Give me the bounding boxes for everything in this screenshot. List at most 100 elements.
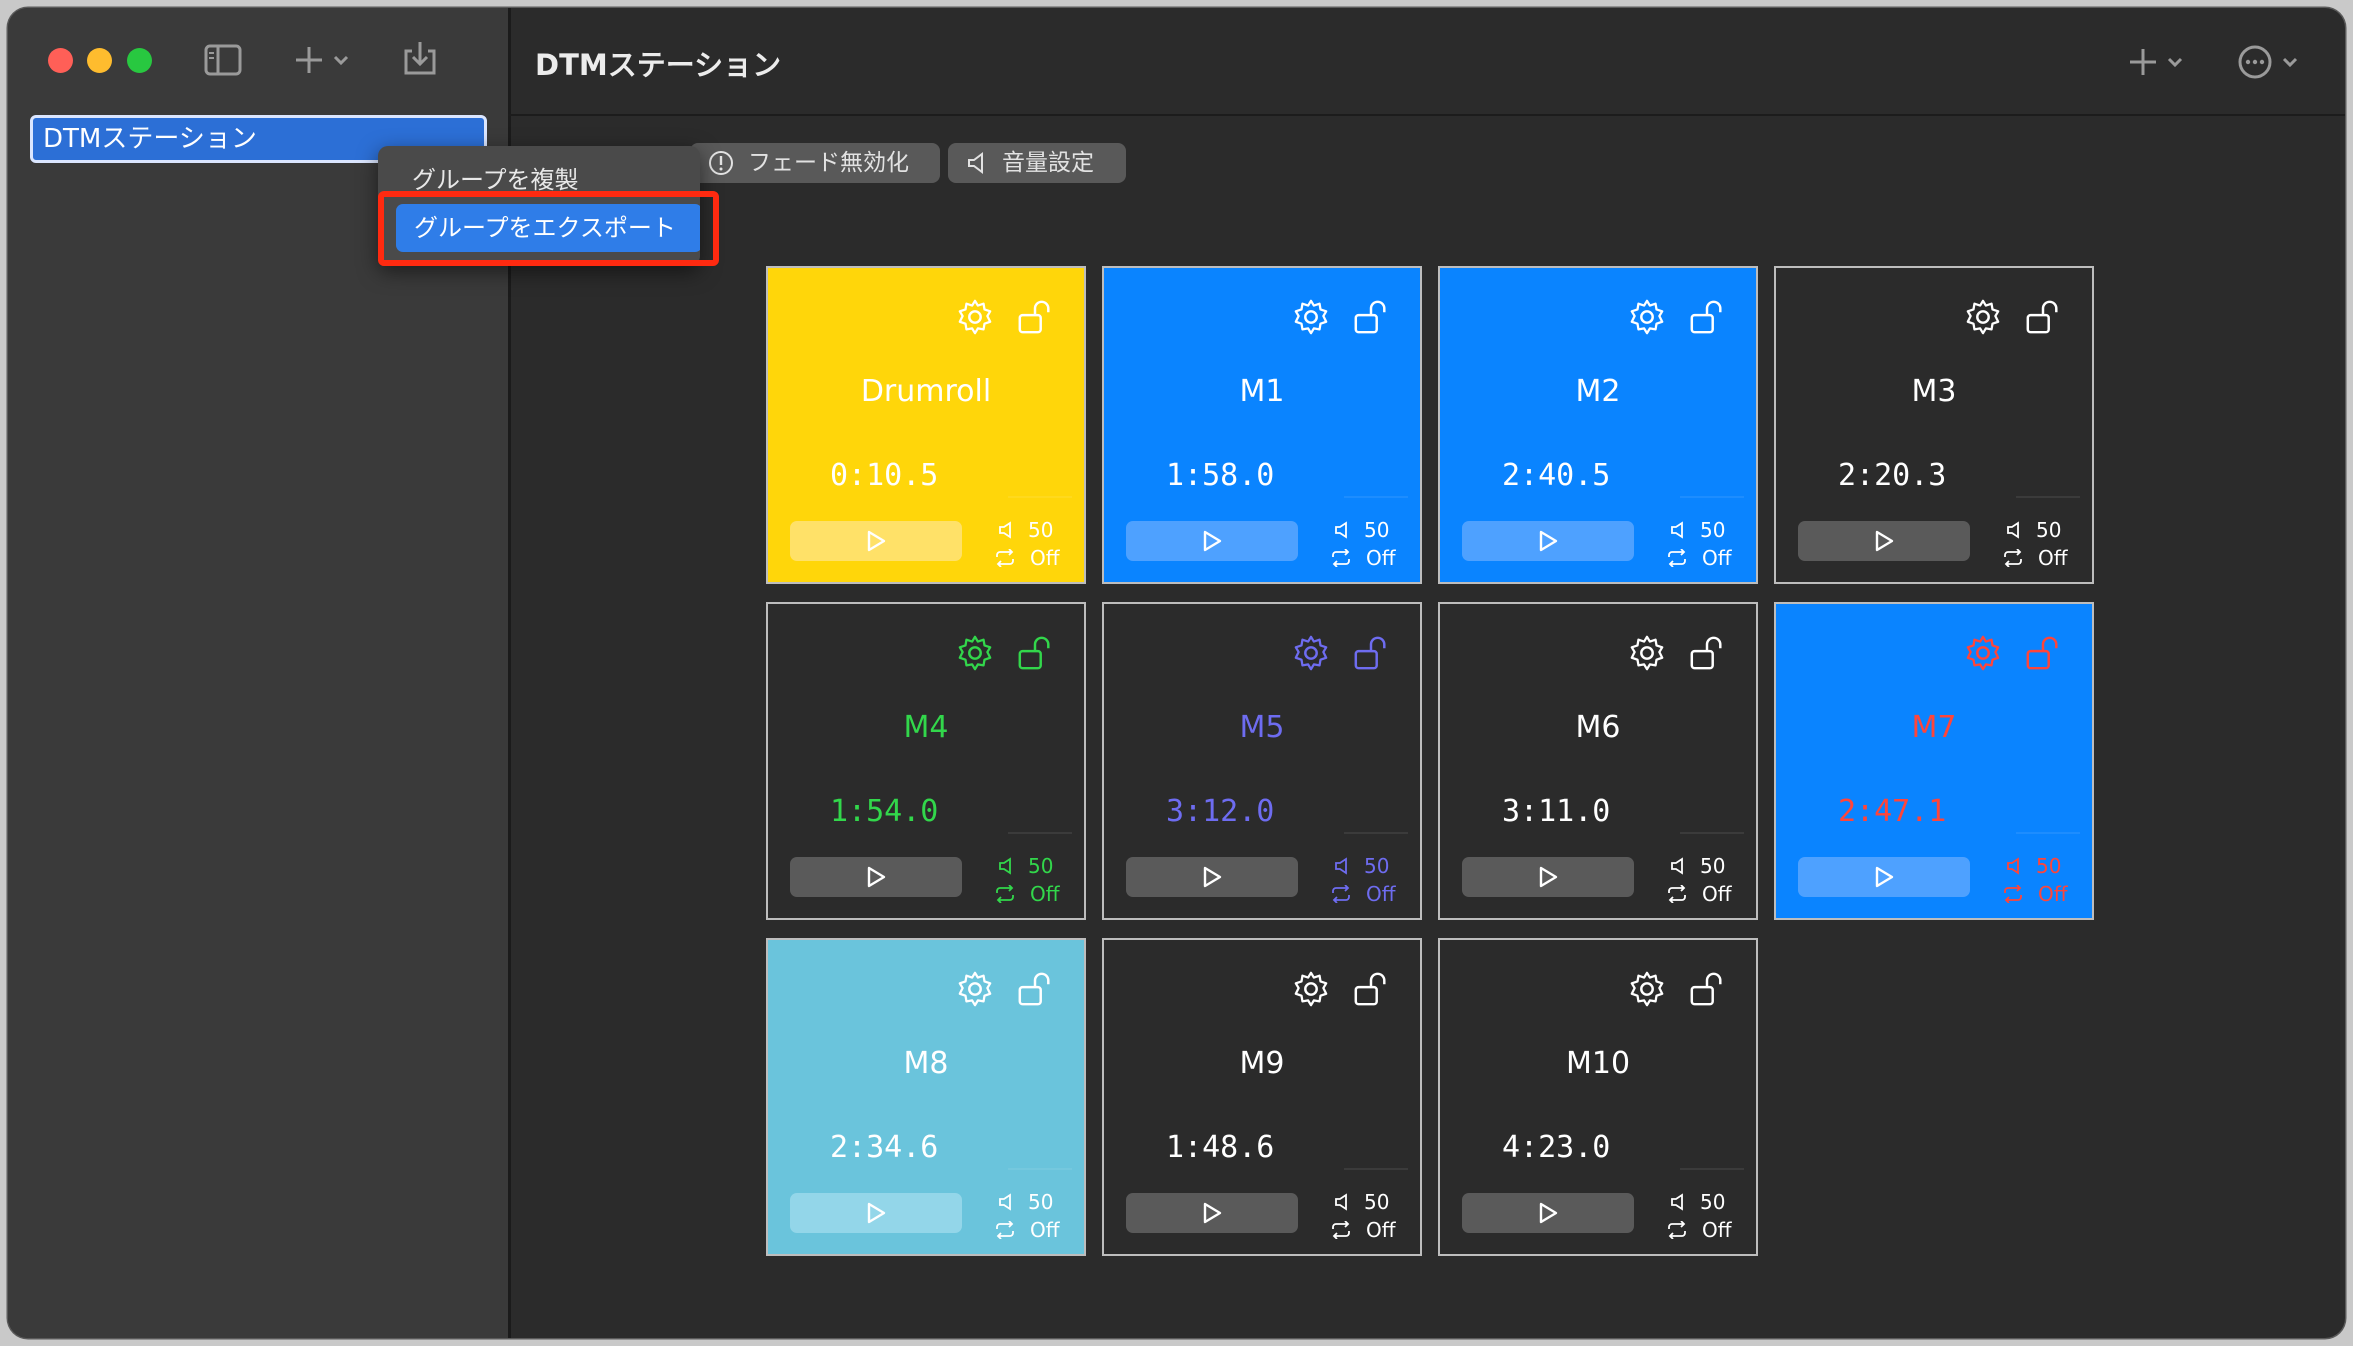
- divider: [2016, 496, 2080, 498]
- fade-disable-button[interactable]: フェード無効化: [690, 143, 940, 183]
- track-card-m2[interactable]: M2 2:40.5 50 Off: [1438, 266, 1758, 584]
- gear-icon[interactable]: [1628, 298, 1666, 336]
- play-button[interactable]: [1462, 1193, 1634, 1233]
- play-icon: [1539, 866, 1558, 888]
- speaker-icon: [1335, 1193, 1347, 1211]
- speaker-icon: [2007, 521, 2019, 539]
- speaker-icon: [1671, 857, 1683, 875]
- track-card-m8[interactable]: M8 2:34.6 50 Off: [766, 938, 1086, 1256]
- zoom-window-button[interactable]: [127, 48, 152, 73]
- add-group-menu-icon[interactable]: [291, 42, 361, 78]
- play-icon: [1539, 530, 1558, 552]
- gear-icon[interactable]: [1292, 298, 1330, 336]
- loop-readout: Off: [2002, 546, 2068, 570]
- track-duration: 4:23.0: [1502, 1130, 1611, 1165]
- volume-readout: 50: [998, 854, 1053, 878]
- track-duration: 1:54.0: [830, 794, 939, 829]
- play-button[interactable]: [1462, 857, 1634, 897]
- track-name: M1: [1239, 374, 1285, 409]
- unlocked-icon[interactable]: [1352, 634, 1390, 672]
- track-duration: 0:10.5: [830, 458, 939, 493]
- divider: [1680, 496, 1744, 498]
- loop-readout: Off: [994, 882, 1060, 906]
- app-window: DTMステーション DTMステーション フェード無効化 音量設定 Drumrol…: [8, 8, 2345, 1338]
- play-button[interactable]: [1126, 1193, 1298, 1233]
- add-track-menu-icon[interactable]: [2125, 44, 2195, 80]
- gear-icon[interactable]: [1964, 634, 2002, 672]
- repeat-icon: [1332, 549, 1350, 567]
- unlocked-icon[interactable]: [2024, 634, 2062, 672]
- unlocked-icon[interactable]: [1688, 298, 1726, 336]
- play-button[interactable]: [1126, 857, 1298, 897]
- loop-value: Off: [1366, 1218, 1396, 1242]
- play-button[interactable]: [1798, 521, 1970, 561]
- unlocked-icon[interactable]: [1016, 970, 1054, 1008]
- volume-readout: 50: [998, 518, 1053, 542]
- track-card-m6[interactable]: M6 3:11.0 50 Off: [1438, 602, 1758, 920]
- repeat-icon: [1332, 1221, 1350, 1239]
- volume-readout: 50: [2006, 854, 2061, 878]
- loop-value: Off: [2038, 546, 2068, 570]
- play-icon: [1203, 1202, 1222, 1224]
- track-card-m10[interactable]: M10 4:23.0 50 Off: [1438, 938, 1758, 1256]
- sidebar-item-dtm-station[interactable]: DTMステーション: [30, 115, 487, 163]
- gear-icon[interactable]: [1628, 970, 1666, 1008]
- track-card-drumroll[interactable]: Drumroll 0:10.5 50 Off: [766, 266, 1086, 584]
- unlocked-icon[interactable]: [1688, 634, 1726, 672]
- volume-value: 50: [2036, 854, 2062, 878]
- sidebar-toggle-icon[interactable]: [203, 42, 243, 78]
- unlocked-icon[interactable]: [1352, 298, 1390, 336]
- track-duration: 2:40.5: [1502, 458, 1611, 493]
- speaker-icon: [1671, 1193, 1683, 1211]
- track-card-m7[interactable]: M7 2:47.1 50 Off: [1774, 602, 2094, 920]
- gear-icon[interactable]: [1628, 634, 1666, 672]
- gear-icon[interactable]: [1964, 298, 2002, 336]
- unlocked-icon[interactable]: [1352, 970, 1390, 1008]
- track-card-m4[interactable]: M4 1:54.0 50 Off: [766, 602, 1086, 920]
- track-card-m1[interactable]: M1 1:58.0 50 Off: [1102, 266, 1422, 584]
- loop-value: Off: [1702, 546, 1732, 570]
- volume-settings-button[interactable]: 音量設定: [948, 143, 1126, 183]
- track-name: M2: [1575, 374, 1621, 409]
- volume-value: 50: [2036, 518, 2062, 542]
- gear-icon[interactable]: [956, 970, 994, 1008]
- loop-readout: Off: [1330, 882, 1396, 906]
- speaker-icon: [999, 1193, 1011, 1211]
- track-card-m9[interactable]: M9 1:48.6 50 Off: [1102, 938, 1422, 1256]
- loop-value: Off: [1030, 882, 1060, 906]
- unlocked-icon[interactable]: [2024, 298, 2062, 336]
- track-card-m5[interactable]: M5 3:12.0 50 Off: [1102, 602, 1422, 920]
- gear-icon[interactable]: [1292, 634, 1330, 672]
- play-button[interactable]: [1126, 521, 1298, 561]
- menu-item-duplicate-group[interactable]: グループを複製: [412, 166, 579, 194]
- loop-value: Off: [1702, 882, 1732, 906]
- gear-icon[interactable]: [1292, 970, 1330, 1008]
- play-button[interactable]: [790, 857, 962, 897]
- loop-readout: Off: [1666, 882, 1732, 906]
- volume-readout: 50: [1670, 518, 1725, 542]
- volume-readout: 50: [1334, 1190, 1389, 1214]
- track-name: M9: [1239, 1046, 1285, 1081]
- unlocked-icon[interactable]: [1688, 970, 1726, 1008]
- play-button[interactable]: [1798, 857, 1970, 897]
- speaker-icon: [1335, 857, 1347, 875]
- import-icon[interactable]: [400, 38, 440, 78]
- unlocked-icon[interactable]: [1016, 634, 1054, 672]
- play-button[interactable]: [790, 521, 962, 561]
- context-menu: グループを複製 グループをエクスポート: [378, 146, 700, 266]
- gear-icon[interactable]: [956, 634, 994, 672]
- volume-value: 50: [1700, 1190, 1726, 1214]
- menu-item-export-group[interactable]: グループをエクスポート: [396, 204, 700, 252]
- play-button[interactable]: [790, 1193, 962, 1233]
- gear-icon[interactable]: [956, 298, 994, 336]
- minimize-window-button[interactable]: [87, 48, 112, 73]
- track-name: M3: [1911, 374, 1957, 409]
- close-window-button[interactable]: [48, 48, 73, 73]
- unlocked-icon[interactable]: [1016, 298, 1054, 336]
- track-card-m3[interactable]: M3 2:20.3 50 Off: [1774, 266, 2094, 584]
- speaker-icon: [1671, 521, 1683, 539]
- highlight-annotation-box: [378, 191, 719, 266]
- play-button[interactable]: [1462, 521, 1634, 561]
- more-options-icon[interactable]: [2235, 42, 2307, 82]
- track-duration: 1:48.6: [1166, 1130, 1275, 1165]
